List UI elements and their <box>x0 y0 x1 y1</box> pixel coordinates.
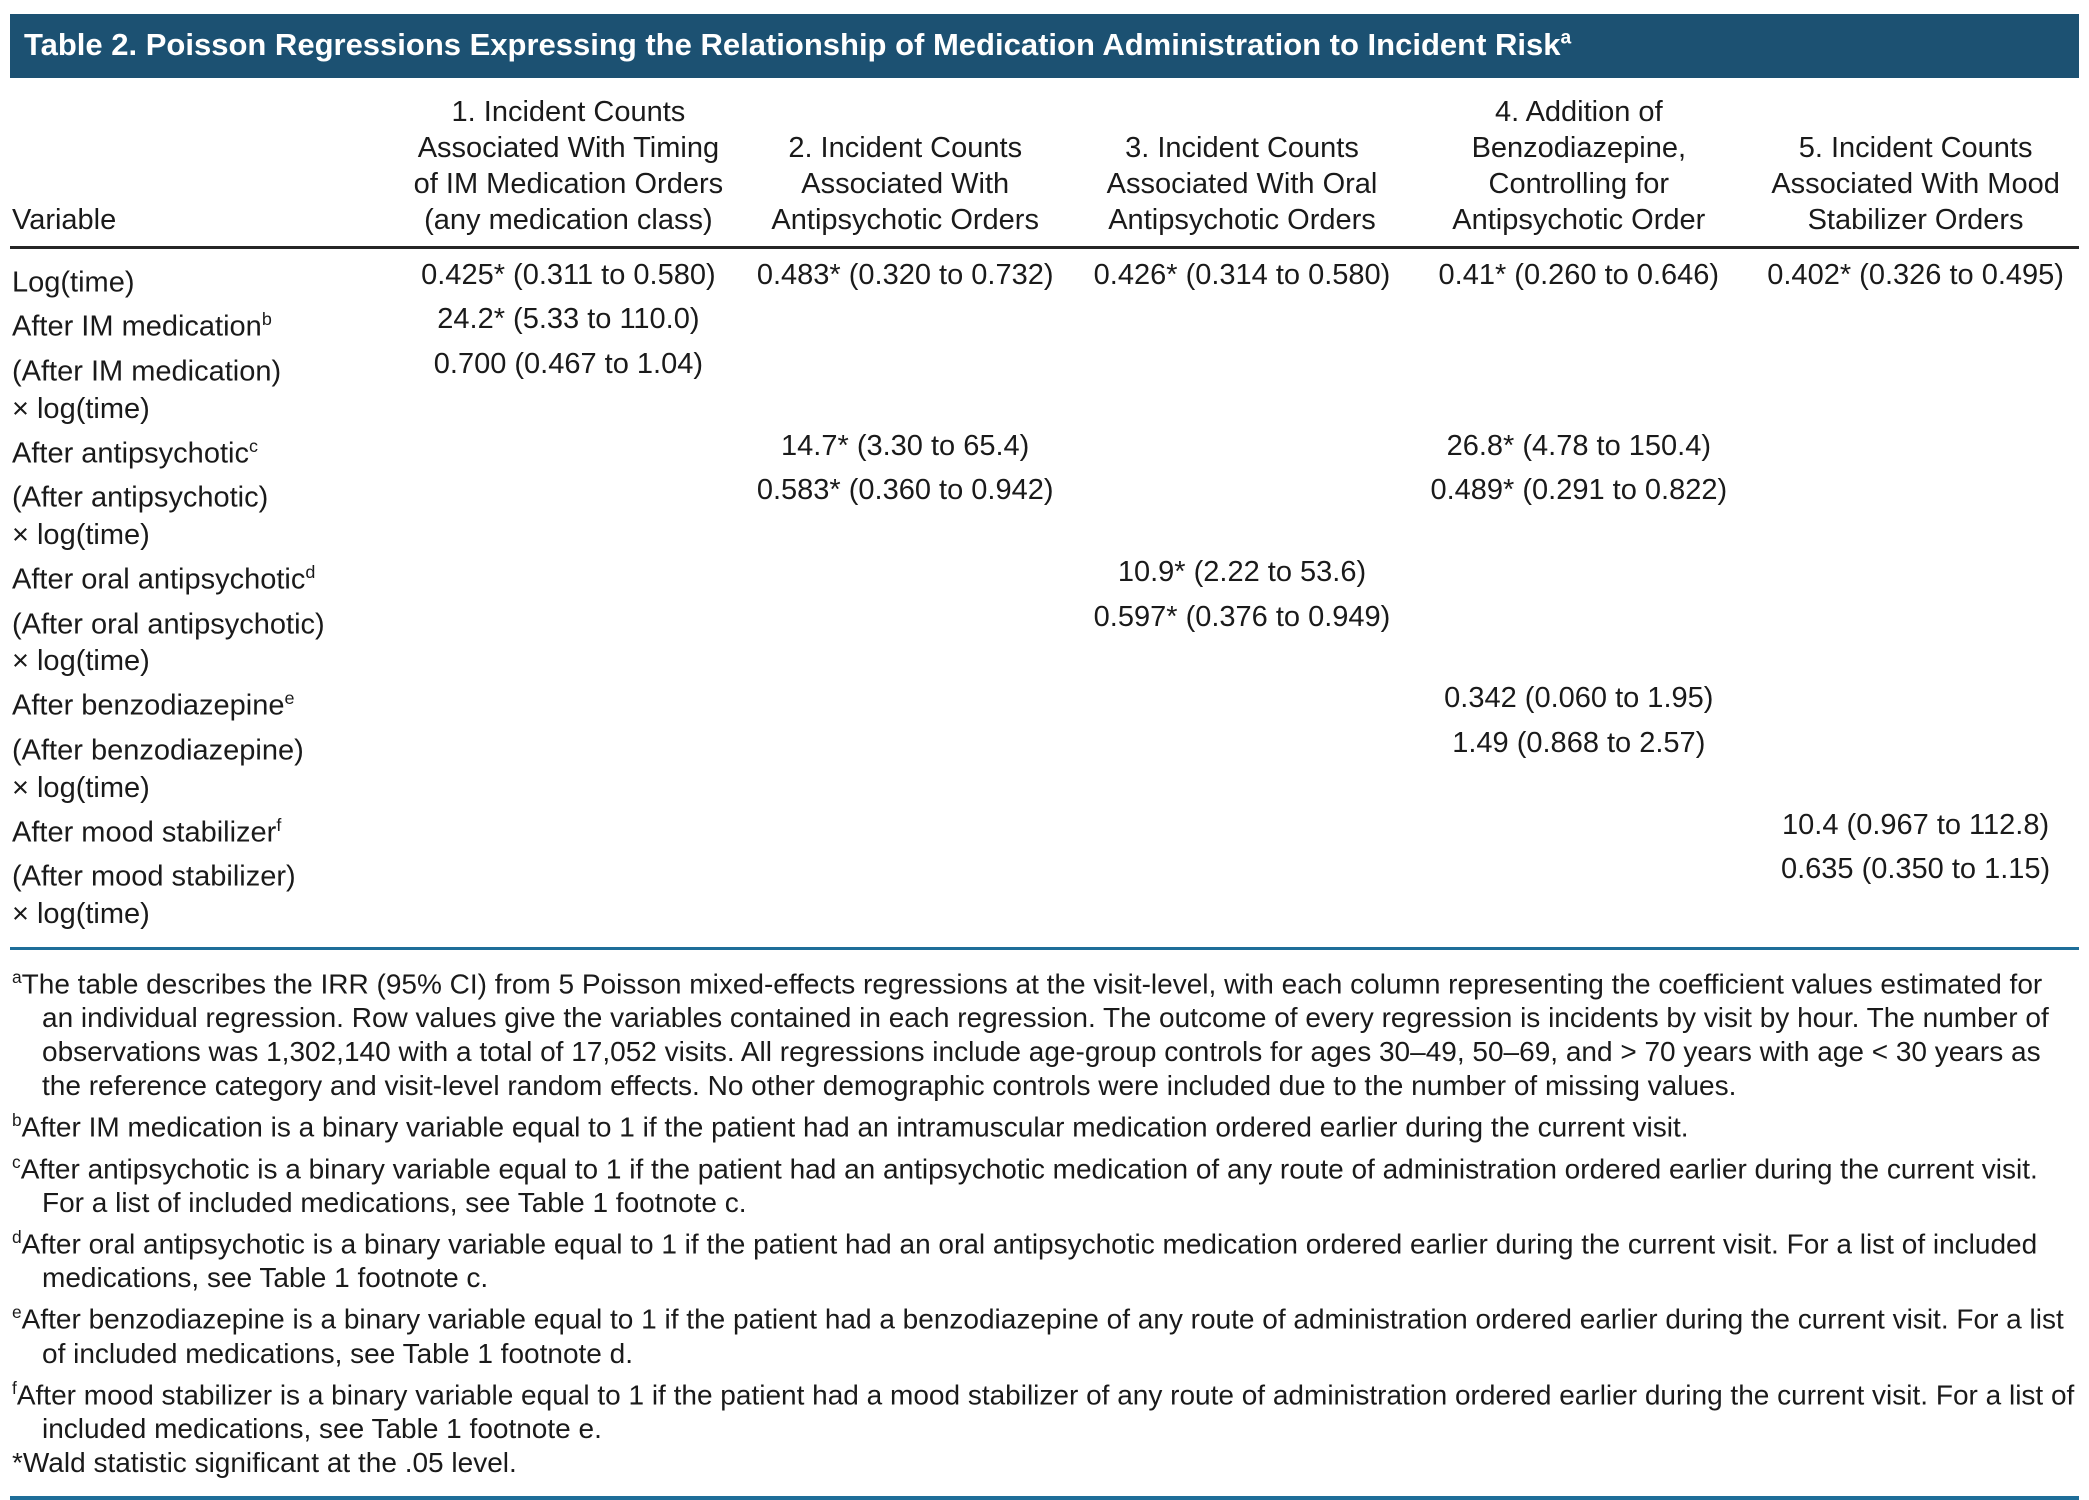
column-header-variable: Variable <box>12 203 117 236</box>
row-label: After antipsychoticc <box>12 435 258 470</box>
cell-value: 10.4 (0.967 to 112.8) <box>1782 808 2050 841</box>
table-row: After mood stabilizerf 10.4 (0.967 to 11… <box>10 807 2079 852</box>
footnotes-section: aThe table describes the IRR (95% CI) fr… <box>10 946 2079 1500</box>
table-body: Log(time) 0.425* (0.311 to 0.580) 0.483*… <box>10 249 2079 945</box>
table-title-footnote-marker: a <box>1560 27 1572 49</box>
row-footnote-marker: b <box>261 309 272 330</box>
cell-value: 24.2* (5.33 to 110.0) <box>437 303 700 336</box>
footnote-marker: e <box>12 1302 22 1323</box>
table-row: (After antipsychotic) × log(time) 0.583* … <box>10 472 2079 554</box>
table-row: Log(time) 0.425* (0.311 to 0.580) 0.483*… <box>10 257 2079 302</box>
row-label: (After benzodiazepine) × log(time) <box>12 734 304 804</box>
table-row: (After oral antipsychotic) × log(time) 0.… <box>10 599 2079 681</box>
table-row: (After mood stabilizer) × log(time) 0.635… <box>10 851 2079 933</box>
cell-value: 10.9* (2.22 to 53.6) <box>1117 555 1367 588</box>
cell-value: 0.402* (0.326 to 0.495) <box>1767 258 2064 291</box>
column-header-5: 5. Incident Counts Associated With Mood … <box>1771 131 2060 236</box>
row-label: (After IM medication) × log(time) <box>12 355 282 425</box>
table-row: (After IM medication) × log(time) 0.700 (… <box>10 346 2079 428</box>
footnote-a: aThe table describes the IRR (95% CI) fr… <box>12 960 2077 1103</box>
table-row: After antipsychoticc 14.7* (3.30 to 65.4… <box>10 428 2079 473</box>
row-label: (After oral antipsychotic) × log(time) <box>12 608 325 678</box>
table-row: After oral antipsychoticd 10.9* (2.22 to… <box>10 554 2079 599</box>
column-header-2: 2. Incident Counts Associated With Antip… <box>771 131 1039 236</box>
footnote-b: bAfter IM medication is a binary variabl… <box>12 1103 2077 1144</box>
cell-value: 0.483* (0.320 to 0.732) <box>756 258 1054 291</box>
table-title: Table 2. Poisson Regressions Expressing … <box>24 27 1561 62</box>
footnote-c: cAfter antipsychotic is a binary variabl… <box>12 1145 2077 1220</box>
table-title-bar: Table 2. Poisson Regressions Expressing … <box>10 14 2079 78</box>
footnote-text: After benzodiazepine is a binary variabl… <box>21 1303 2064 1369</box>
table-header-row: Variable 1. Incident Counts Associated W… <box>10 78 2079 249</box>
row-footnote-marker: f <box>276 814 282 835</box>
cell-value: 0.597* (0.376 to 0.949) <box>1093 600 1391 633</box>
column-header-3: 3. Incident Counts Associated With Oral … <box>1106 131 1378 236</box>
row-label: After benzodiazepinee <box>12 688 295 722</box>
row-label: After mood stabilizerf <box>12 814 282 849</box>
cell-value: 0.41* (0.260 to 0.646) <box>1438 258 1720 291</box>
row-label: (After mood stabilizer) × log(time) <box>12 860 296 930</box>
row-label: After oral antipsychoticd <box>12 561 316 596</box>
footnote-marker: d <box>12 1226 22 1247</box>
table-row: After IM medicationb 24.2* (5.33 to 110.… <box>10 301 2079 346</box>
footnote-text: After mood stabilizer is a binary variab… <box>16 1378 2075 1444</box>
footnote-marker: b <box>12 1110 22 1131</box>
footnote-text: Wald statistic significant at the .05 le… <box>22 1446 517 1478</box>
footnote-f: fAfter mood stabilizer is a binary varia… <box>12 1371 2077 1446</box>
footnote-marker: a <box>12 966 22 987</box>
footnote-text: The table describes the IRR (95% CI) fro… <box>21 968 2049 1102</box>
table-row: (After benzodiazepine) × log(time) 1.49 (… <box>10 725 2079 807</box>
table-row: After benzodiazepinee 0.342 (0.060 to 1.… <box>10 680 2079 725</box>
row-label: Log(time) <box>12 266 135 299</box>
row-label: After IM medicationb <box>12 309 272 343</box>
row-footnote-marker: d <box>305 561 316 582</box>
footnote-marker: * <box>12 1446 23 1478</box>
row-footnote-marker: e <box>284 688 295 709</box>
footnote-text: After oral antipsychotic is a binary var… <box>21 1228 2038 1294</box>
footnote-marker: c <box>12 1151 21 1172</box>
cell-value: 0.426* (0.314 to 0.580) <box>1093 258 1391 291</box>
footnote-text: After IM medication is a binary variable… <box>21 1111 1689 1143</box>
table-2-figure: Table 2. Poisson Regressions Expressing … <box>10 14 2079 1500</box>
row-footnote-marker: c <box>248 435 258 456</box>
cell-value: 26.8* (4.78 to 150.4) <box>1446 429 1711 462</box>
cell-value: 0.342 (0.060 to 1.95) <box>1444 682 1714 715</box>
cell-value: 14.7* (3.30 to 65.4) <box>781 429 1030 462</box>
cell-value: 0.425* (0.311 to 0.580) <box>421 258 716 291</box>
column-header-4: 4. Addition of Benzodiazepine, Controlli… <box>1452 95 1706 236</box>
column-header-1: 1. Incident Counts Associated With Timin… <box>413 95 724 236</box>
footnote-e: eAfter benzodiazepine is a binary variab… <box>12 1295 2077 1370</box>
footnote-marker: f <box>12 1377 17 1398</box>
footnote-significance: *Wald statistic significant at the .05 l… <box>12 1446 2077 1480</box>
cell-value: 1.49 (0.868 to 2.57) <box>1452 726 1706 759</box>
footnote-d: dAfter oral antipsychotic is a binary va… <box>12 1220 2077 1295</box>
cell-value: 0.700 (0.467 to 1.04) <box>433 347 704 380</box>
cell-value: 0.583* (0.360 to 0.942) <box>756 474 1054 507</box>
footnote-text: After antipsychotic is a binary variable… <box>20 1152 2038 1218</box>
cell-value: 0.635 (0.350 to 1.15) <box>1780 853 2051 886</box>
row-label: (After antipsychotic) × log(time) <box>12 481 269 551</box>
cell-value: 0.489* (0.291 to 0.822) <box>1430 474 1728 507</box>
